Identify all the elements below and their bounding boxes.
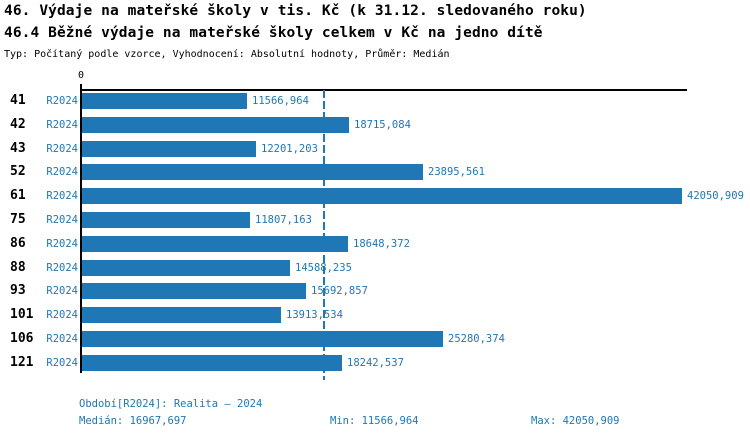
row-category-label: 121 — [10, 354, 34, 370]
row-series-label: R2024 — [46, 214, 78, 226]
row-series-label: R2024 — [46, 285, 78, 298]
page-title: 46. Výdaje na mateřské školy v tis. Kč (… — [4, 3, 587, 19]
bar — [82, 140, 256, 157]
row-series-label: R2024 — [46, 261, 78, 274]
y-axis-line — [80, 84, 82, 373]
row-category-label: 106 — [10, 331, 34, 346]
bar — [82, 259, 290, 276]
bar — [82, 212, 250, 228]
bar — [82, 283, 306, 300]
bar-value-label: 18648,372 — [353, 237, 410, 250]
bar — [82, 307, 281, 324]
bar — [82, 235, 348, 252]
bar-value-label: 13913,534 — [286, 309, 343, 322]
bar-value-label: 11807,163 — [255, 214, 312, 226]
bar-value-label: 18242,537 — [347, 356, 404, 369]
axis-origin-label: 0 — [77, 70, 85, 81]
row-series-label: R2024 — [46, 309, 78, 322]
footer-min-label: Min: 11566,964 — [330, 415, 419, 427]
chart-subtitle: Typ: Počítaný podle vzorce, Vyhodnocení:… — [4, 49, 450, 60]
row-series-label: R2024 — [46, 166, 78, 179]
footer-period-label: Období[R2024]: Realita – 2024 — [79, 398, 263, 410]
bar-value-label: 18715,084 — [354, 118, 411, 131]
x-axis-line — [81, 89, 687, 91]
bar — [82, 93, 247, 109]
bar-value-label: 14588,235 — [295, 261, 352, 274]
row-category-label: 61 — [10, 188, 26, 204]
row-category-label: 101 — [10, 307, 34, 323]
row-series-label: R2024 — [46, 118, 78, 131]
bar-value-label: 11566,964 — [252, 95, 309, 107]
bar-value-label: 25280,374 — [448, 333, 505, 345]
row-series-label: R2024 — [46, 190, 78, 203]
bar — [82, 331, 443, 347]
median-reference-line — [323, 90, 326, 380]
row-category-label: 88 — [10, 259, 26, 275]
row-category-label: 52 — [10, 164, 26, 180]
row-series-label: R2024 — [46, 356, 78, 369]
row-category-label: 42 — [10, 116, 26, 132]
bar-value-label: 15692,857 — [311, 285, 368, 298]
row-category-label: 43 — [10, 140, 26, 156]
row-category-label: 86 — [10, 235, 26, 251]
row-series-label: R2024 — [46, 142, 78, 155]
bar-value-label: 12201,203 — [261, 142, 318, 155]
row-series-label: R2024 — [46, 333, 78, 345]
bar — [82, 164, 423, 181]
bar — [82, 354, 342, 371]
row-series-label: R2024 — [46, 95, 78, 107]
row-category-label: 75 — [10, 212, 26, 227]
row-category-label: 41 — [10, 93, 26, 108]
bar — [82, 188, 682, 205]
footer-max-label: Max: 42050,909 — [531, 415, 620, 427]
footer-median-label: Medián: 16967,697 — [79, 415, 187, 427]
bar-value-label: 23895,561 — [428, 166, 485, 179]
row-series-label: R2024 — [46, 237, 78, 250]
row-category-label: 93 — [10, 283, 26, 299]
bar-value-label: 42050,909 — [687, 190, 744, 203]
bar — [82, 116, 349, 133]
chart-title: 46.4 Běžné výdaje na mateřské školy celk… — [4, 25, 543, 41]
